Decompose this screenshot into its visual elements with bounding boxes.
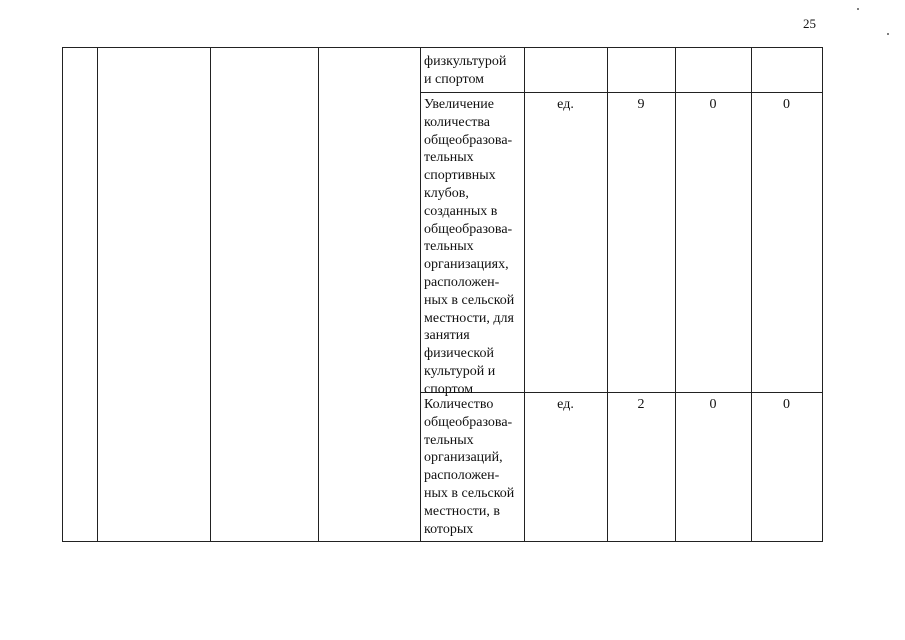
value-cell: 2 xyxy=(637,397,645,412)
unit-cell: ед. xyxy=(557,97,574,112)
column-divider xyxy=(62,47,63,542)
row-divider xyxy=(420,92,822,93)
column-divider xyxy=(675,47,676,542)
unit-cell: ед. xyxy=(557,397,574,412)
column-divider xyxy=(607,47,608,542)
indicator-cell: физкультурой и спортом xyxy=(424,54,507,87)
column-divider xyxy=(822,47,823,542)
column-divider xyxy=(524,47,525,542)
value-cell: 0 xyxy=(783,97,790,112)
scan-speck xyxy=(857,8,859,10)
page-number: 25 xyxy=(803,16,816,31)
value-cell: 0 xyxy=(783,397,790,412)
scan-speck xyxy=(887,33,889,35)
value-cell: 9 xyxy=(637,97,645,112)
row-divider xyxy=(420,392,822,393)
value-cell: 0 xyxy=(709,397,717,412)
value-cell: 0 xyxy=(709,97,717,112)
table-border-bottom xyxy=(62,541,822,542)
column-divider xyxy=(318,47,319,542)
table-border-top xyxy=(62,47,822,48)
column-divider xyxy=(420,47,421,542)
column-divider xyxy=(97,47,98,542)
indicator-cell: Количество общеобразова- тельных организ… xyxy=(424,397,515,537)
column-divider xyxy=(751,47,752,542)
column-divider xyxy=(210,47,211,542)
indicator-cell: Увеличение количества общеобразова- тель… xyxy=(424,97,515,397)
